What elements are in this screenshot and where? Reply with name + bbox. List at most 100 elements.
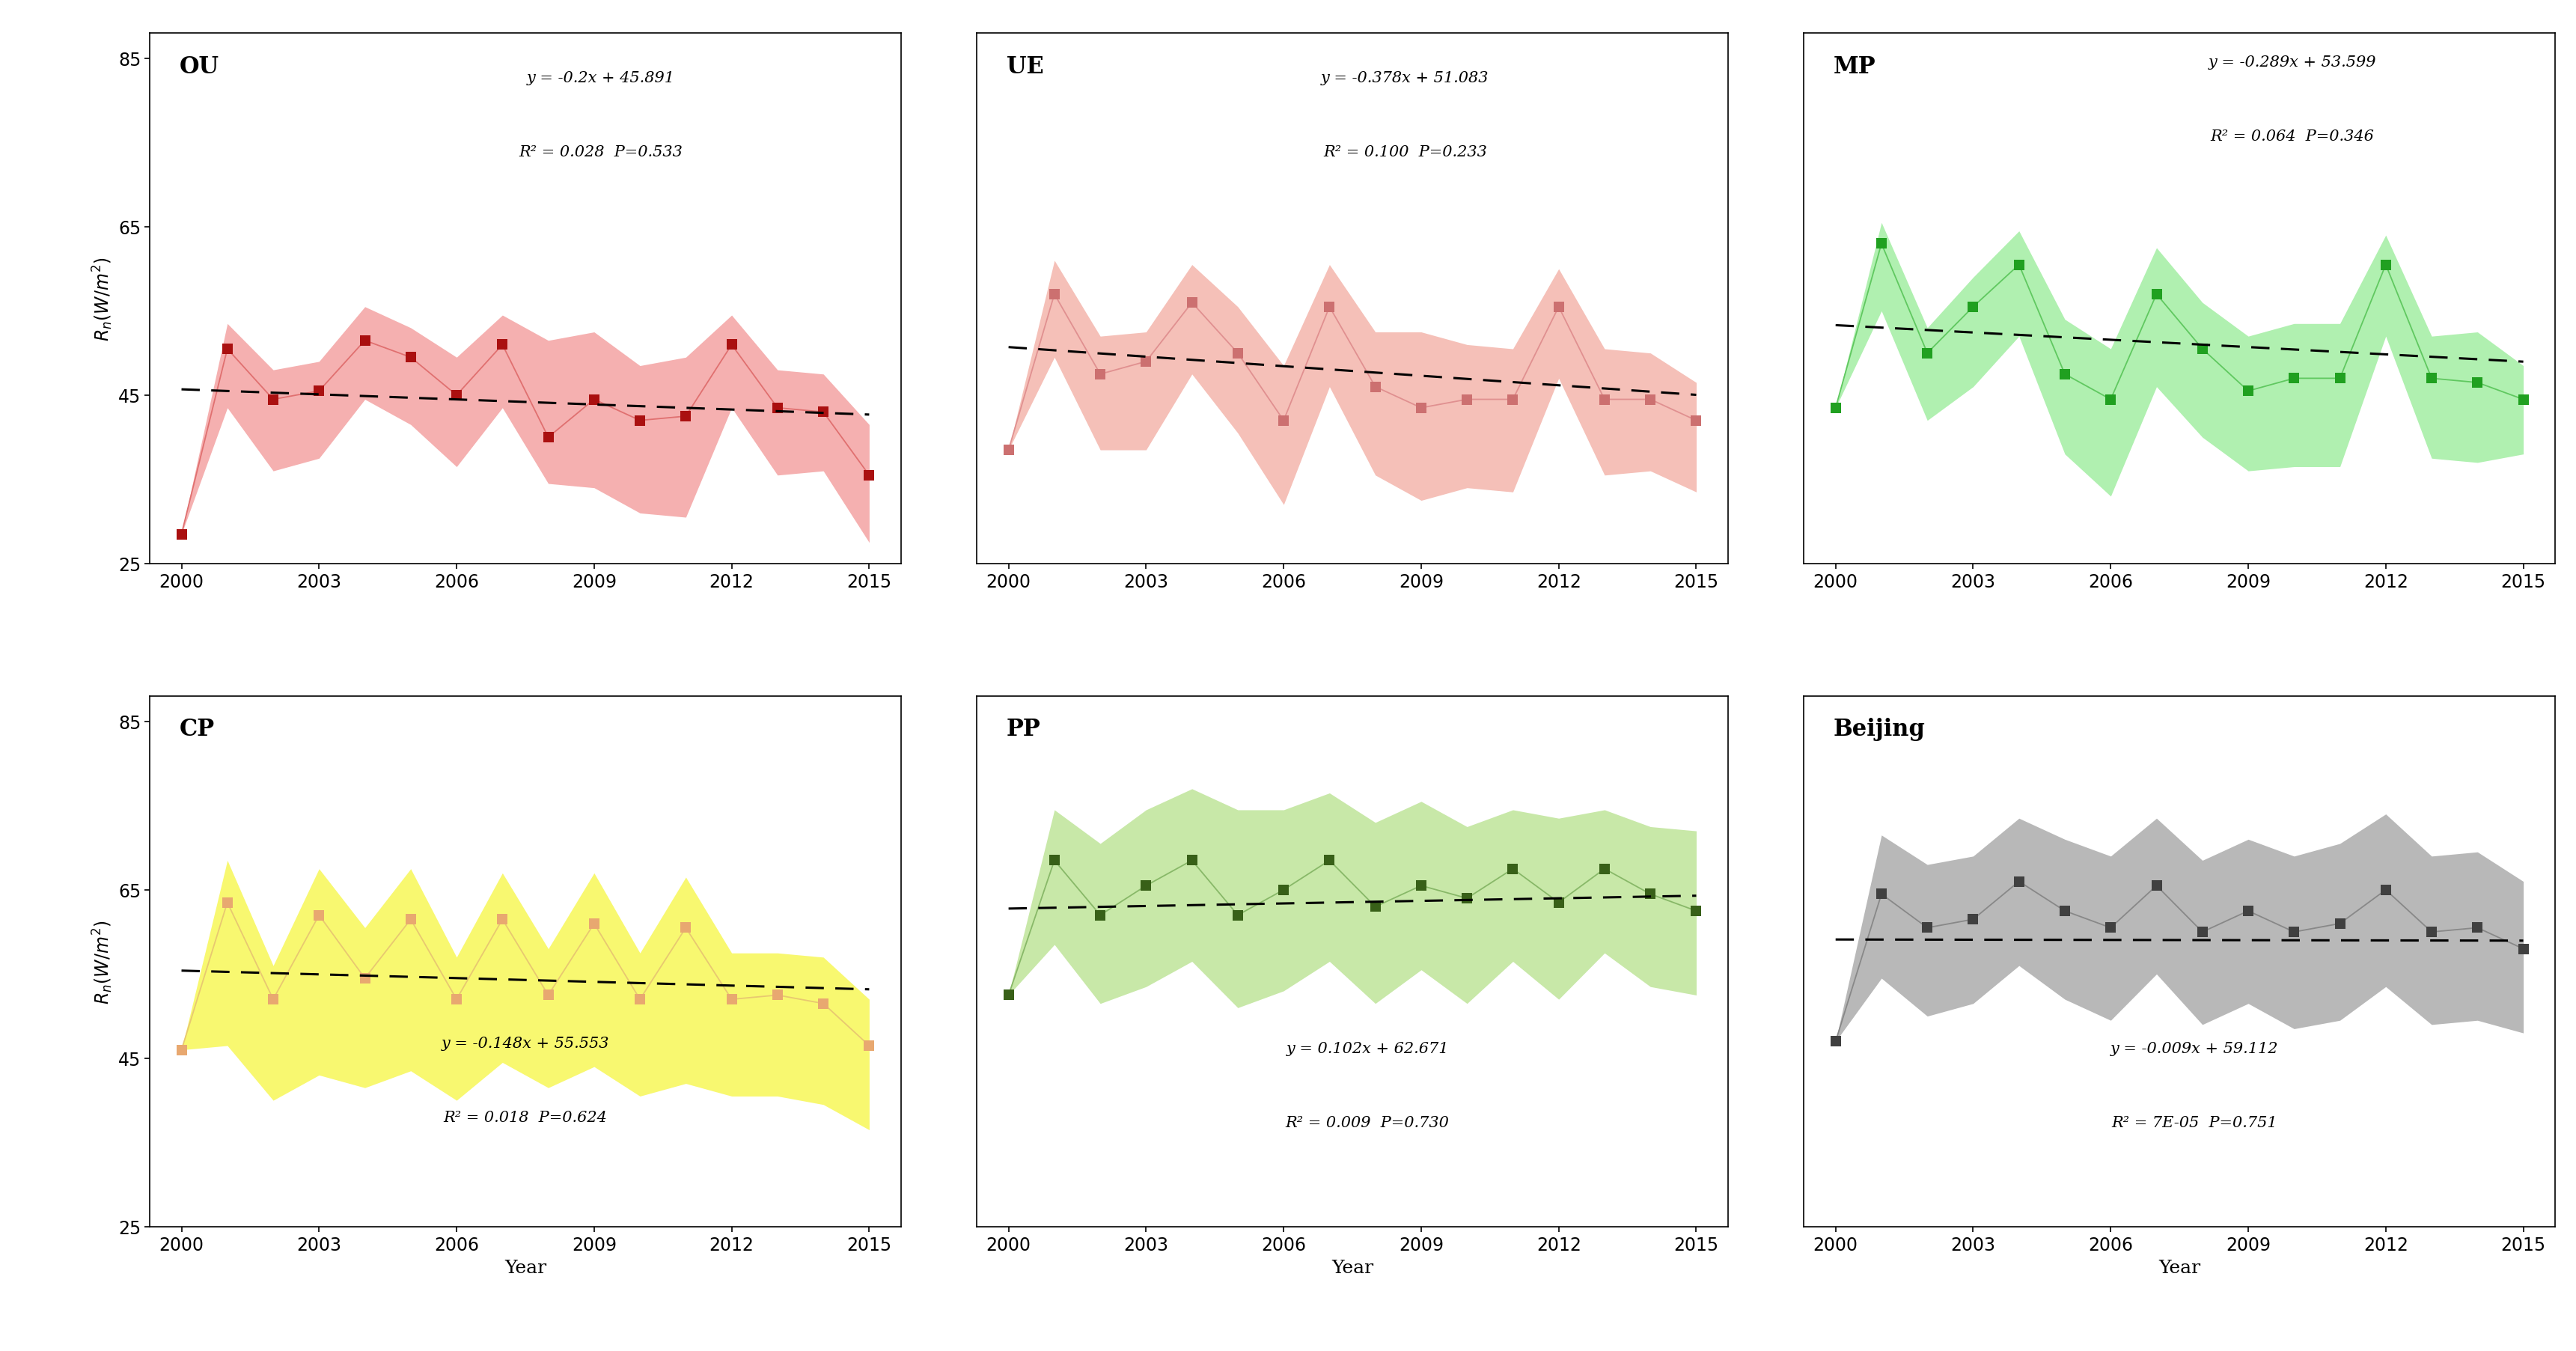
Point (2365, 880, 2406, 901)
Point (2504, 389, 2545, 411)
Point (1218, 343, 1260, 365)
Text: y = -0.289x + 53.599: y = -0.289x + 53.599 (2208, 55, 2375, 69)
Point (299, 381, 340, 403)
Point (1906, 917, 1947, 939)
Point (299, 905, 340, 927)
Point (1999, 254, 2040, 276)
Point (804, 401, 845, 423)
Point (1079, 905, 1121, 927)
Point (1674, 411, 1716, 432)
Point (711, 989, 752, 1011)
Point (1953, 296, 1994, 317)
Text: PP: PP (1007, 717, 1041, 740)
Point (618, 411, 659, 432)
Point (1631, 884, 1672, 905)
Point (2411, 921, 2452, 943)
Point (1126, 351, 1167, 373)
Point (574, 389, 616, 411)
Text: y = -0.148x + 55.553: y = -0.148x + 55.553 (440, 1036, 611, 1050)
Point (2089, 389, 2130, 411)
Point (2458, 917, 2499, 939)
Point (1079, 363, 1121, 385)
Text: R² = 0.100  P=0.233: R² = 0.100 P=0.233 (1324, 145, 1486, 159)
Point (252, 989, 294, 1011)
Text: y = 0.102x + 62.671: y = 0.102x + 62.671 (1285, 1042, 1448, 1055)
Point (711, 334, 752, 355)
Point (206, 339, 247, 361)
Text: OU: OU (180, 55, 219, 78)
Text: UE: UE (1007, 55, 1043, 78)
Point (2458, 373, 2499, 394)
Point (1033, 850, 1074, 871)
Point (2318, 367, 2360, 389)
Point (848, 465, 889, 486)
Point (482, 334, 523, 355)
Point (528, 427, 569, 449)
Text: CP: CP (180, 717, 214, 740)
Point (2182, 339, 2223, 361)
Point (2089, 917, 2130, 939)
Point (1906, 343, 1947, 365)
Point (1538, 892, 1579, 913)
Point (989, 439, 1030, 461)
Point (1355, 377, 1396, 399)
Point (989, 985, 1030, 1006)
Point (1860, 884, 1901, 905)
Point (1492, 858, 1533, 880)
Point (1401, 875, 1443, 897)
Point (757, 985, 799, 1006)
Point (1401, 397, 1443, 419)
Point (2228, 381, 2269, 403)
Point (160, 1039, 201, 1061)
Point (665, 917, 706, 939)
Point (389, 347, 430, 369)
Point (345, 967, 386, 989)
Text: y = -0.378x + 51.083: y = -0.378x + 51.083 (1321, 70, 1489, 85)
Point (2228, 900, 2269, 921)
Point (2318, 913, 2360, 935)
Point (2136, 875, 2177, 897)
Text: R² = 0.028  P=0.533: R² = 0.028 P=0.533 (518, 145, 683, 159)
Text: y = -0.2x + 45.891: y = -0.2x + 45.891 (526, 70, 675, 85)
Point (1262, 411, 1303, 432)
Text: R² = 0.064  P=0.346: R² = 0.064 P=0.346 (2210, 130, 2375, 143)
Text: R² = 0.009  P=0.730: R² = 0.009 P=0.730 (1285, 1116, 1450, 1129)
Point (1816, 1031, 1857, 1052)
Point (345, 330, 386, 351)
Text: y = -0.009x + 59.112: y = -0.009x + 59.112 (2110, 1042, 2280, 1055)
Point (1445, 389, 1486, 411)
Point (574, 913, 616, 935)
Point (1953, 909, 1994, 931)
Point (1262, 880, 1303, 901)
Point (1355, 896, 1396, 917)
Text: Beijing: Beijing (1834, 717, 1924, 740)
Point (2504, 938, 2545, 959)
Text: R² = 0.018  P=0.624: R² = 0.018 P=0.624 (443, 1111, 608, 1124)
Point (665, 405, 706, 427)
Point (1309, 850, 1350, 871)
X-axis label: Year: Year (2159, 1259, 2200, 1277)
Point (618, 989, 659, 1011)
Point (252, 389, 294, 411)
Y-axis label: $R_n(W/m^2)$: $R_n(W/m^2)$ (90, 257, 113, 340)
Point (2365, 254, 2406, 276)
Point (1584, 389, 1625, 411)
Point (2275, 921, 2316, 943)
Point (2045, 900, 2087, 921)
Point (1309, 296, 1350, 317)
Point (528, 985, 569, 1006)
Text: R² = 7E-05  P=0.751: R² = 7E-05 P=0.751 (2112, 1116, 2277, 1129)
Point (848, 1035, 889, 1056)
Point (435, 989, 477, 1011)
Point (1631, 389, 1672, 411)
Point (2136, 284, 2177, 305)
Point (2182, 921, 2223, 943)
Point (1126, 875, 1167, 897)
Point (1218, 905, 1260, 927)
X-axis label: Year: Year (1332, 1259, 1373, 1277)
Point (804, 993, 845, 1015)
Text: MP: MP (1834, 55, 1875, 78)
Point (160, 524, 201, 546)
Point (1999, 871, 2040, 893)
Point (435, 385, 477, 407)
